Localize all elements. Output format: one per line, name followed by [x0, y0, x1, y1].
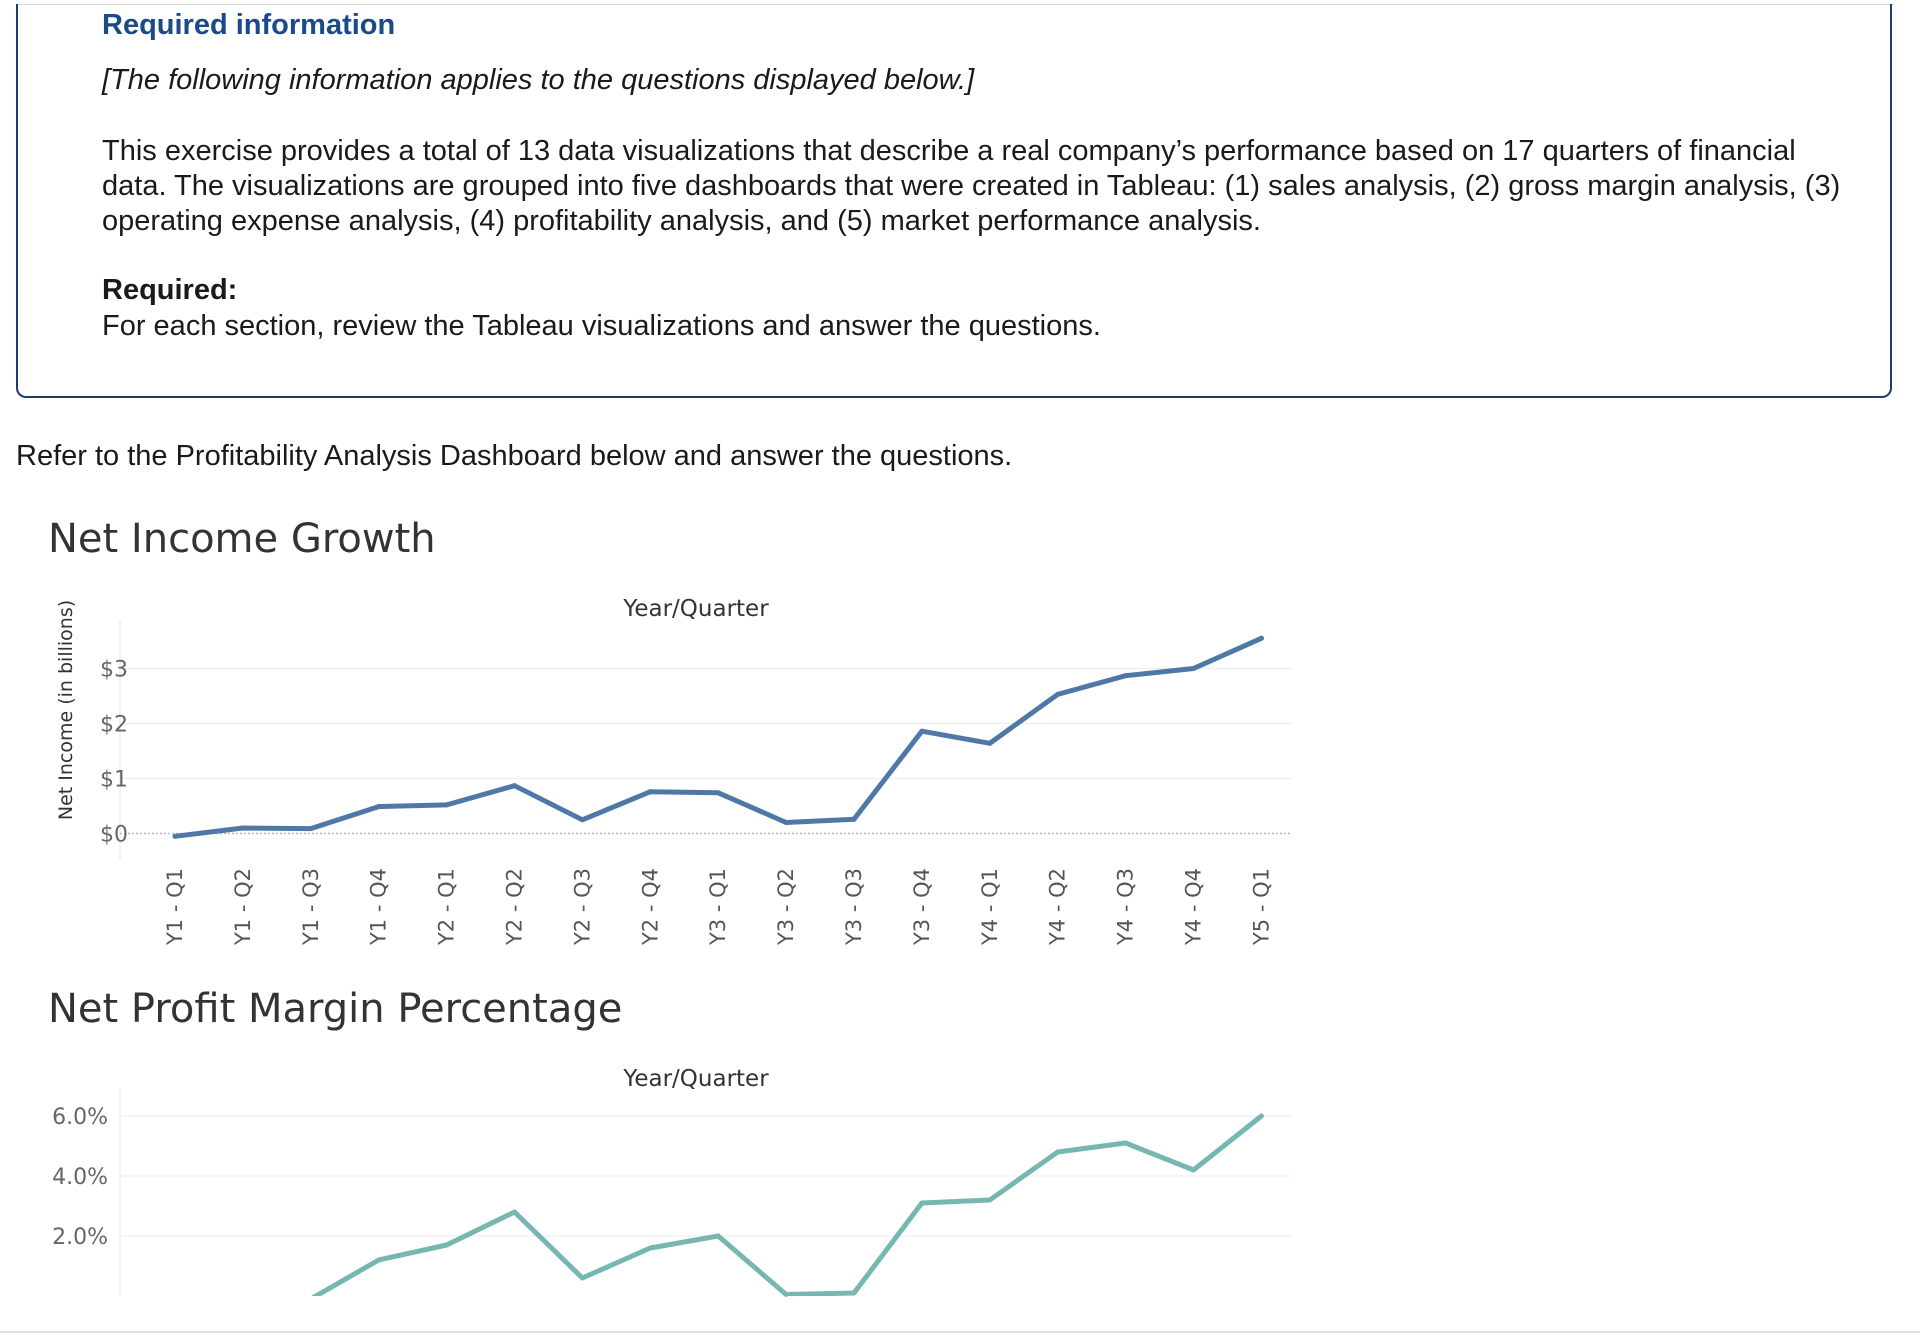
margin-point-3 [376, 1257, 382, 1263]
net-income-point-8 [715, 790, 721, 796]
margin-point-6 [579, 1275, 585, 1281]
net-income-point-11 [919, 728, 925, 734]
margin-point-15 [1191, 1167, 1196, 1173]
net-income-x-tick-label-16: Y5 - Q1 [1249, 868, 1273, 946]
info-note: [The following information applies to th… [102, 64, 975, 96]
net-income-x-tick-label-7: Y2 - Q4 [638, 868, 662, 946]
net-income-chart: Year/Quarter $0 $1 $2 $3 Net Income (in billi… [55, 596, 1292, 946]
margin-point-8 [715, 1233, 721, 1239]
net-income-x-tick-label-2: Y1 - Q3 [299, 868, 323, 946]
margin-series-line [311, 1113, 1264, 1296]
margin-point-10 [851, 1290, 857, 1296]
net-income-y-tick-label-0: $0 [100, 823, 128, 848]
margin-point-9 [783, 1292, 789, 1297]
net-income-point-10 [851, 816, 857, 822]
net-income-x-tick-label-9: Y3 - Q2 [774, 868, 798, 946]
margin-point-5 [512, 1209, 517, 1215]
net-income-point-16 [1258, 635, 1264, 641]
net-income-x-tick-label-3: Y1 - Q4 [367, 868, 391, 946]
margin-point-16 [1258, 1113, 1264, 1119]
net-income-x-tick-label-6: Y2 - Q3 [570, 868, 594, 946]
margin-point-11 [919, 1200, 925, 1206]
net-income-point-6 [579, 817, 585, 823]
net-income-y-tick-label-1: $1 [100, 768, 128, 793]
net-income-point-7 [647, 789, 653, 795]
margin-y-tick-label-2: 6.0% [52, 1105, 108, 1130]
net-income-y-tick-label-3: $3 [100, 658, 128, 683]
info-body: This exercise provides a total of 13 dat… [102, 135, 1841, 237]
margin-x-axis-title: Year/Quarter [622, 1066, 769, 1092]
net-profit-margin-chart: Year/Quarter 2.0% 4.0% 6.0% [52, 1066, 1292, 1297]
dashboard-prompt: Refer to the Profitability Analysis Dash… [16, 440, 1013, 472]
net-income-point-3 [376, 804, 382, 810]
net-income-x-tick-label-13: Y4 - Q2 [1046, 868, 1070, 946]
net-income-x-tick-label-0: Y1 - Q1 [163, 868, 187, 946]
net-income-point-14 [1123, 673, 1129, 679]
net-income-point-2 [308, 826, 314, 832]
net-income-y-axis-title: Net Income (in billions) [55, 600, 77, 820]
bottom-divider [0, 1331, 1920, 1333]
net-income-point-4 [444, 802, 450, 808]
net-income-y-tick-label-2: $2 [100, 713, 128, 738]
net-income-point-12 [987, 740, 993, 746]
margin-point-7 [647, 1245, 653, 1251]
margin-point-12 [987, 1197, 993, 1203]
net-income-x-tick-label-10: Y3 - Q3 [842, 868, 866, 946]
net-income-point-15 [1191, 666, 1196, 671]
net-income-x-tick-label-1: Y1 - Q2 [231, 868, 255, 946]
margin-point-4 [444, 1242, 450, 1248]
margin-point-14 [1123, 1140, 1129, 1146]
margin-y-tick-label-0: 2.0% [52, 1225, 108, 1250]
net-income-x-tick-label-12: Y4 - Q1 [978, 868, 1002, 946]
net-income-x-tick-label-8: Y3 - Q1 [706, 868, 730, 946]
margin-chart-title: Net Profit Margin Percentage [48, 986, 623, 1032]
margin-y-tick-label-1: 4.0% [52, 1165, 108, 1190]
net-income-x-tick-label-11: Y3 - Q4 [910, 868, 934, 946]
net-income-x-tick-label-5: Y2 - Q2 [503, 868, 527, 946]
net-income-point-1 [240, 825, 246, 831]
required-label: Required: [102, 274, 238, 306]
required-information-box [16, 4, 1892, 398]
net-income-x-tick-label-14: Y4 - Q3 [1114, 868, 1138, 946]
net-income-x-axis-title: Year/Quarter [622, 596, 769, 622]
info-title: Required information [102, 9, 396, 41]
net-income-chart-title: Net Income Growth [48, 516, 436, 562]
top-divider [16, 4, 1894, 5]
net-income-point-5 [512, 783, 517, 789]
net-income-x-tick-label-4: Y2 - Q1 [435, 868, 459, 946]
required-text: For each section, review the Tableau vis… [102, 310, 1101, 342]
net-income-point-9 [783, 820, 789, 825]
margin-point-13 [1055, 1149, 1061, 1155]
net-income-point-13 [1055, 691, 1061, 697]
net-income-point-0 [172, 833, 178, 839]
net-income-x-tick-label-15: Y4 - Q4 [1182, 868, 1206, 946]
